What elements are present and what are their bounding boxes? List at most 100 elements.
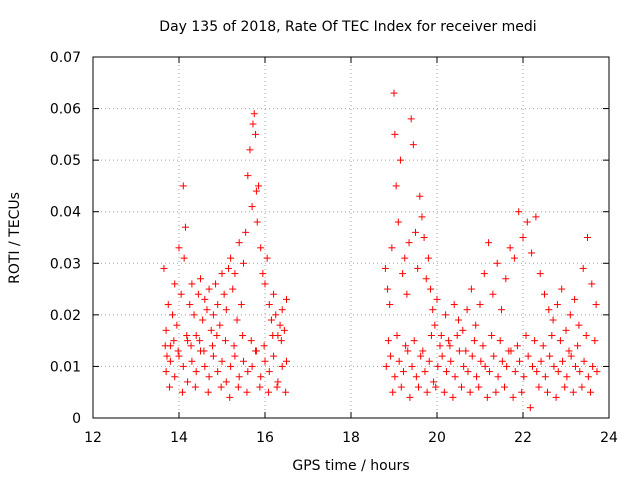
data-point bbox=[535, 383, 543, 391]
data-point bbox=[488, 331, 496, 339]
data-point bbox=[384, 285, 392, 293]
data-point bbox=[179, 182, 187, 190]
x-axis-label: GPS time / hours bbox=[292, 458, 409, 474]
data-point bbox=[402, 342, 410, 350]
data-point bbox=[463, 306, 471, 314]
data-point bbox=[536, 270, 544, 278]
x-tick-label: 24 bbox=[600, 430, 618, 446]
data-point bbox=[510, 254, 518, 262]
data-point bbox=[549, 316, 557, 324]
data-point bbox=[563, 373, 571, 381]
data-point bbox=[450, 301, 458, 309]
data-point bbox=[453, 331, 461, 339]
y-tick-label: 0.03 bbox=[50, 256, 81, 272]
data-point bbox=[412, 228, 419, 236]
data-point bbox=[480, 270, 488, 278]
data-point bbox=[440, 388, 448, 396]
data-point bbox=[399, 270, 407, 278]
data-point bbox=[523, 218, 531, 226]
data-point bbox=[591, 337, 599, 345]
data-point bbox=[569, 388, 577, 396]
data-point bbox=[209, 342, 217, 350]
data-point bbox=[214, 368, 222, 376]
data-point bbox=[164, 301, 172, 309]
data-point bbox=[192, 331, 200, 339]
y-tick-label: 0.07 bbox=[50, 50, 81, 66]
y-axis-ticks: 0 0.01 0.02 0.03 0.04 0.05 0.06 0.07 bbox=[50, 50, 609, 427]
data-point bbox=[282, 388, 290, 396]
data-point bbox=[513, 342, 521, 350]
data-point bbox=[446, 342, 454, 350]
data-point bbox=[485, 368, 493, 376]
data-point bbox=[244, 172, 252, 180]
data-point bbox=[201, 362, 209, 370]
data-point bbox=[235, 373, 243, 381]
data-point bbox=[177, 290, 185, 298]
data-point bbox=[233, 316, 241, 324]
data-point bbox=[455, 316, 462, 324]
data-point bbox=[171, 280, 179, 288]
data-point bbox=[382, 362, 390, 370]
data-point bbox=[501, 383, 509, 391]
data-point bbox=[545, 306, 553, 314]
data-point bbox=[584, 234, 591, 241]
data-point bbox=[166, 357, 174, 365]
data-point bbox=[250, 110, 258, 118]
data-point bbox=[242, 228, 250, 236]
y-tick-label: 0.01 bbox=[50, 359, 81, 375]
data-point bbox=[473, 373, 481, 381]
data-point bbox=[425, 357, 433, 365]
x-tick-label: 18 bbox=[342, 430, 360, 446]
data-point bbox=[224, 264, 232, 272]
data-point bbox=[424, 254, 432, 262]
data-point bbox=[420, 234, 428, 241]
data-point bbox=[270, 290, 278, 298]
data-point bbox=[490, 352, 498, 360]
data-point bbox=[576, 368, 584, 376]
data-point bbox=[240, 357, 247, 365]
data-point bbox=[459, 326, 467, 334]
data-point bbox=[243, 388, 251, 396]
data-point bbox=[263, 254, 271, 262]
data-point bbox=[278, 362, 286, 370]
data-point bbox=[391, 373, 399, 381]
data-point bbox=[209, 311, 217, 319]
data-point bbox=[259, 270, 267, 278]
data-point bbox=[502, 275, 510, 283]
data-point bbox=[230, 342, 238, 350]
data-point bbox=[574, 342, 582, 350]
data-point bbox=[503, 362, 511, 370]
data-point bbox=[552, 393, 560, 401]
data-point bbox=[249, 120, 257, 128]
data-point bbox=[533, 368, 541, 376]
data-point bbox=[214, 301, 222, 309]
data-point bbox=[437, 331, 445, 339]
data-point bbox=[248, 203, 256, 211]
data-point bbox=[561, 383, 569, 391]
data-point bbox=[494, 373, 502, 381]
data-point bbox=[196, 337, 204, 345]
data-point bbox=[222, 378, 230, 386]
data-point bbox=[188, 357, 196, 365]
data-point bbox=[173, 321, 181, 329]
data-point bbox=[392, 182, 400, 190]
data-point bbox=[192, 368, 200, 376]
data-point bbox=[522, 331, 530, 339]
y-tick-label: 0.04 bbox=[50, 205, 81, 221]
data-point bbox=[406, 393, 414, 401]
data-point bbox=[427, 285, 435, 293]
data-point bbox=[537, 357, 545, 365]
data-point bbox=[476, 301, 484, 309]
data-point bbox=[255, 182, 263, 190]
data-point bbox=[403, 290, 411, 298]
data-point bbox=[184, 378, 192, 386]
data-point bbox=[436, 342, 444, 350]
data-point bbox=[467, 285, 475, 293]
data-point bbox=[277, 337, 285, 345]
data-point bbox=[460, 362, 468, 370]
data-point bbox=[235, 239, 243, 247]
data-point bbox=[204, 388, 212, 396]
data-point bbox=[438, 352, 446, 360]
y-tick-label: 0 bbox=[72, 411, 81, 427]
